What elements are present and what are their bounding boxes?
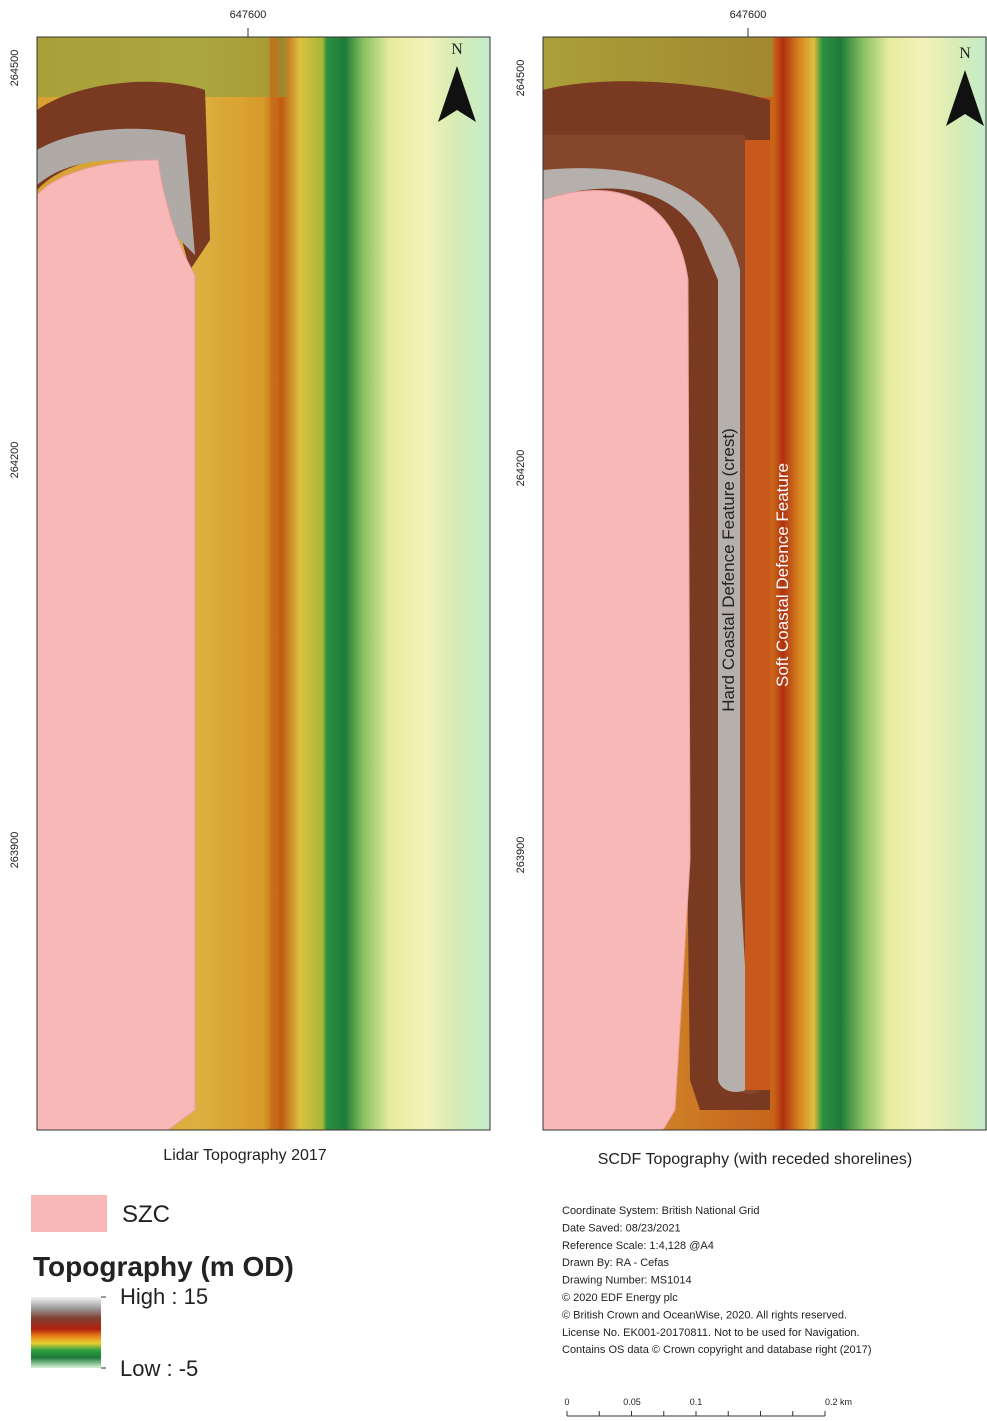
y-tick-label: 264200 xyxy=(515,450,527,487)
right-map xyxy=(543,37,987,1130)
metadata-line: Drawn By: RA - Cefas xyxy=(562,1257,669,1269)
map-caption: SCDF Topography (with receded shorelines… xyxy=(598,1151,913,1168)
map-layout: 647600 264500 264200 263900 N Lidar Topo… xyxy=(0,0,987,1421)
y-tick-label: 264500 xyxy=(9,50,21,87)
x-tick-label: 647600 xyxy=(730,9,767,21)
legend-high: High : 15 xyxy=(120,1284,208,1309)
metadata: Coordinate System: British National Grid… xyxy=(562,1205,872,1356)
metadata-line: Reference Scale: 1:4,128 @A4 xyxy=(562,1240,714,1252)
metadata-line: Date Saved: 08/23/2021 xyxy=(562,1222,681,1234)
feature-label: Hard Coastal Defence Feature (crest) xyxy=(719,428,738,711)
metadata-line: Drawing Number: MS1014 xyxy=(562,1275,692,1287)
map-caption: Lidar Topography 2017 xyxy=(163,1147,326,1164)
left-map xyxy=(37,37,490,1130)
legend-title: Topography (m OD) xyxy=(33,1251,294,1282)
scale-label: 0.1 xyxy=(690,1397,703,1407)
y-tick-label: 264200 xyxy=(9,442,21,479)
scale-label: 0.05 xyxy=(623,1397,641,1407)
legend-ramp xyxy=(31,1297,101,1368)
scale-label: 0 xyxy=(564,1397,569,1407)
x-tick-label: 647600 xyxy=(230,9,267,21)
metadata-line: © 2020 EDF Energy plc xyxy=(562,1292,678,1304)
y-tick-label: 264500 xyxy=(515,60,527,97)
metadata-line: © British Crown and OceanWise, 2020. All… xyxy=(562,1309,847,1321)
north-label: N xyxy=(451,41,463,58)
metadata-line: License No. EK001-20170811. Not to be us… xyxy=(562,1327,860,1339)
y-tick-label: 263900 xyxy=(9,832,21,869)
metadata-line: Coordinate System: British National Grid xyxy=(562,1205,759,1217)
feature-label: Soft Coastal Defence Feature xyxy=(773,463,792,687)
szc-swatch xyxy=(31,1195,107,1232)
legend-low: Low : -5 xyxy=(120,1356,198,1381)
north-label: N xyxy=(959,45,971,62)
scale-bar: 0 0.05 0.1 0.2 km xyxy=(564,1397,852,1416)
scale-label: 0.2 km xyxy=(825,1397,852,1407)
y-tick-label: 263900 xyxy=(515,837,527,874)
legend-label: SZC xyxy=(122,1201,170,1228)
metadata-line: Contains OS data © Crown copyright and d… xyxy=(562,1344,872,1356)
